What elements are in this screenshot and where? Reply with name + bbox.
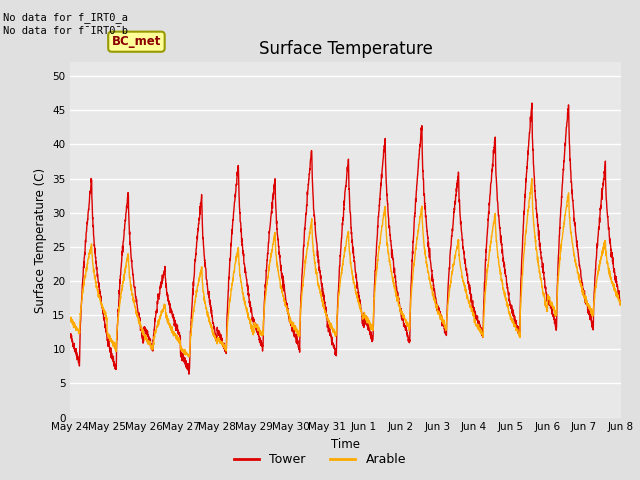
- Legend: Tower, Arable: Tower, Arable: [229, 448, 411, 471]
- X-axis label: Time: Time: [331, 438, 360, 451]
- Text: No data for f¯IRT0¯b: No data for f¯IRT0¯b: [3, 26, 128, 36]
- Text: No data for f_IRT0_a: No data for f_IRT0_a: [3, 12, 128, 23]
- Y-axis label: Surface Temperature (C): Surface Temperature (C): [34, 168, 47, 312]
- Text: BC_met: BC_met: [112, 35, 161, 48]
- Title: Surface Temperature: Surface Temperature: [259, 40, 433, 58]
